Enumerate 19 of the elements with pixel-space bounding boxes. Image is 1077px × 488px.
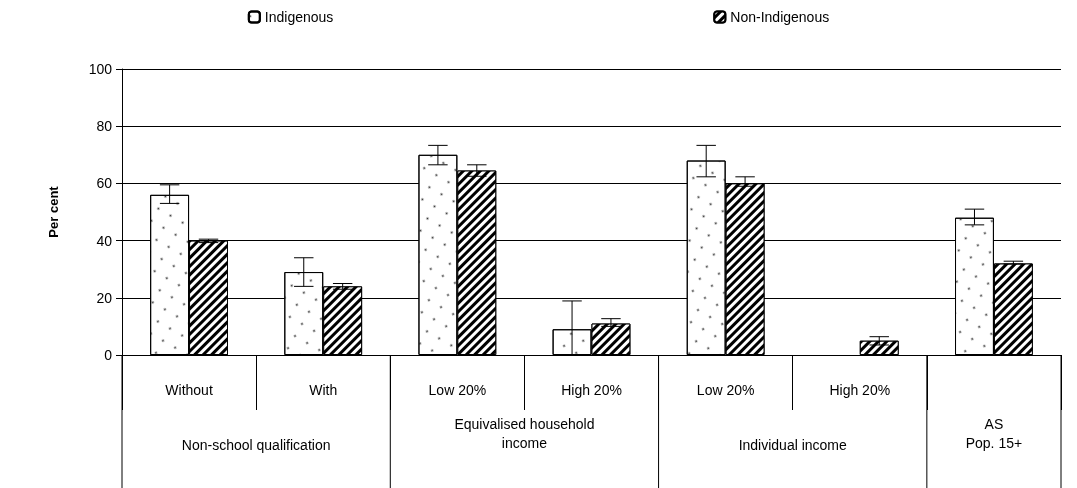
text: Equivalised household income: [454, 415, 595, 451]
x-tick-label: Without: [165, 382, 213, 398]
y-tick-label: 20: [96, 289, 113, 306]
legend-label: Non-Indigenous: [730, 9, 830, 25]
y-axis-title: Per cent: [46, 185, 61, 238]
y-tick-label: 80: [96, 118, 113, 135]
text: Individual income: [738, 437, 848, 453]
x-tick-label: With: [309, 382, 338, 398]
y-tick-label: 40: [96, 232, 113, 249]
x-tick-label: High 20%: [829, 382, 891, 398]
text: AS Pop. 15+: [965, 415, 1023, 451]
y-tick-label: 60: [96, 175, 113, 192]
y-tick-label: 0: [104, 347, 113, 363]
text: Non-school qualification: [181, 437, 331, 453]
x-tick-label: Low 20%: [428, 382, 487, 398]
x-tick-label: Low 20%: [696, 382, 755, 398]
y-tick-label: 100: [88, 61, 113, 77]
legend-label: Indigenous: [264, 9, 334, 25]
x-tick-label: High 20%: [561, 382, 622, 398]
